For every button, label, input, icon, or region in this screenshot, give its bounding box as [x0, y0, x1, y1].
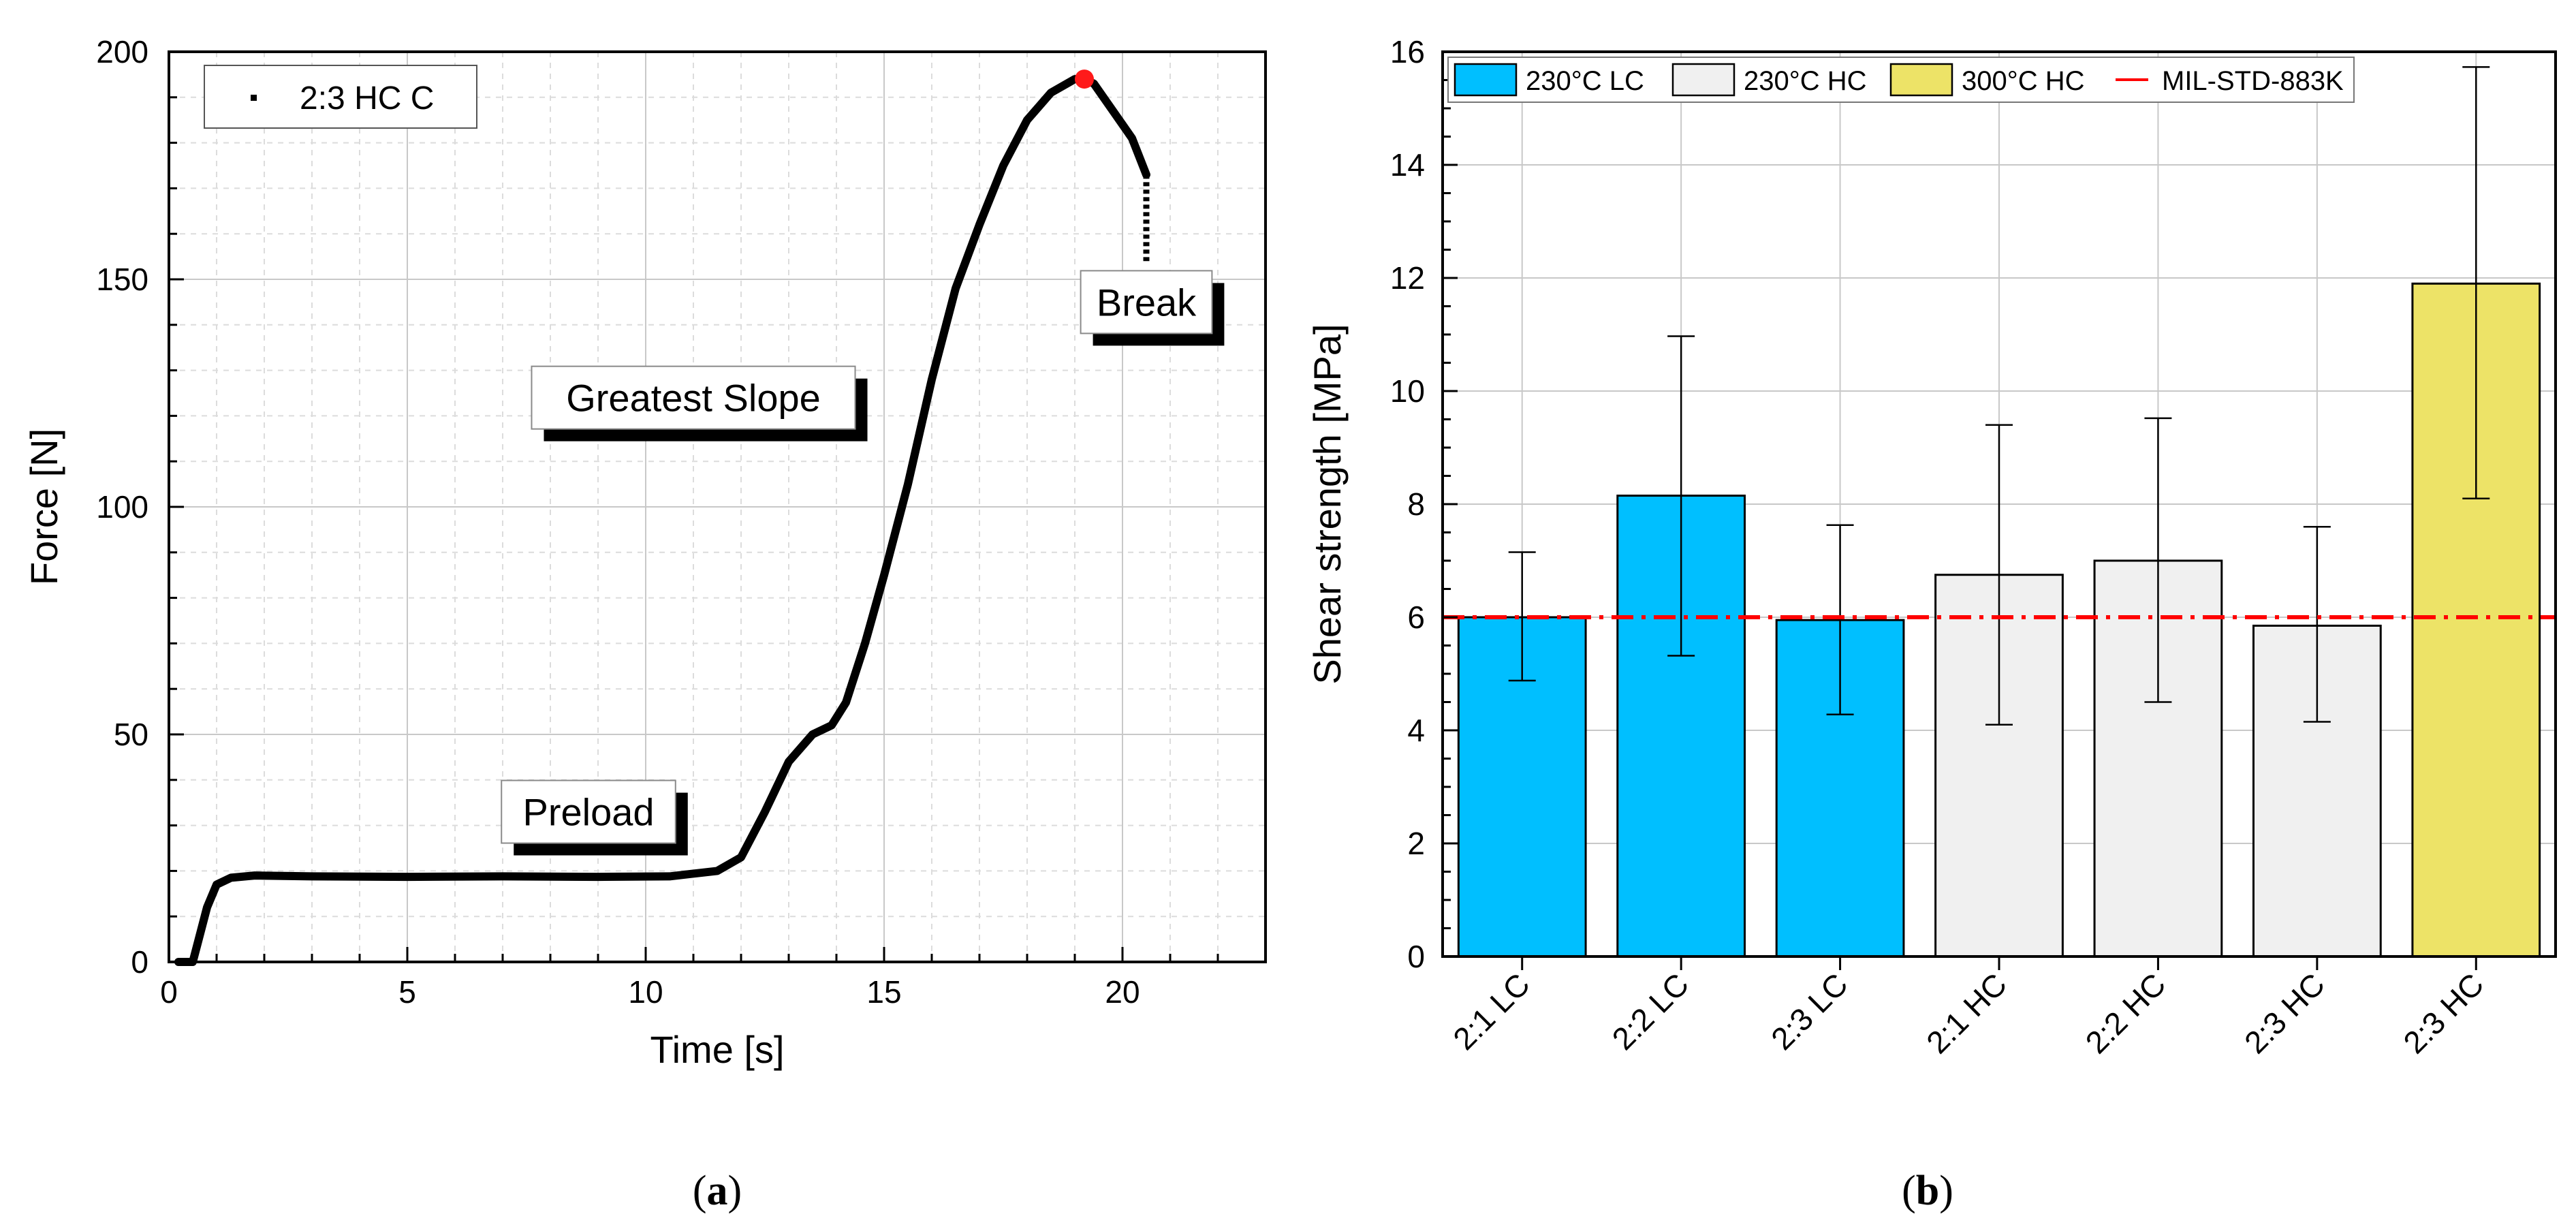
legend-label: 230°C HC	[1744, 66, 1867, 96]
y-tick-label: 150	[96, 262, 148, 297]
panel-caption-a: (a)	[693, 1168, 742, 1214]
y-tick-label: 200	[96, 34, 148, 69]
y-tick-label: 0	[131, 944, 148, 980]
y-tick-label: 0	[1407, 939, 1425, 974]
legend-label: 230°C LC	[1526, 66, 1644, 96]
y-tick-label: 100	[96, 489, 148, 525]
max-force-point	[1075, 69, 1094, 89]
annotation-box	[1080, 270, 1213, 335]
panel-caption-b: (b)	[1902, 1168, 1953, 1214]
annotation-label: Preload	[522, 791, 654, 834]
y-tick-label: 8	[1407, 486, 1425, 522]
x-tick-label: 5	[398, 974, 416, 1010]
annotation-box	[501, 779, 676, 844]
x-tick-label: 0	[160, 974, 178, 1010]
annotation-box	[531, 365, 856, 430]
series-line	[174, 75, 1150, 966]
y-tick-label: 4	[1407, 713, 1425, 748]
y-tick-label: 6	[1407, 600, 1425, 635]
legend-swatch	[1671, 63, 1735, 97]
x-tick-label: 2:1 LC	[1446, 966, 1537, 1057]
panel-b: 0 2 4 6 8 10 12 14 16 2:1 LC 2:2 LC 2:3 LC 2:1 HC 2:2…	[1306, 34, 2557, 1214]
x-tick-label: 2:3 LC	[1764, 966, 1855, 1057]
y-axis-label: Shear strength [MPa]	[1306, 324, 1349, 684]
y-tick-label: 16	[1390, 34, 1425, 69]
panel-caption-letter: b	[1916, 1168, 1939, 1214]
legend-label: MIL-STD-883K	[2162, 66, 2344, 96]
legend-box	[204, 65, 477, 129]
y-tick-label: 14	[1390, 147, 1425, 183]
y-axis-label: Force [N]	[22, 429, 65, 585]
x-tick-label: 2:2 HC	[2078, 966, 2172, 1060]
x-tick-label: 15	[866, 974, 901, 1010]
x-tick-label: 2:2 LC	[1605, 966, 1696, 1057]
x-axis-label: Time [s]	[650, 1028, 784, 1071]
y-tick-label: 12	[1390, 260, 1425, 296]
annotation-label: Greatest Slope	[566, 377, 821, 420]
legend-marker	[251, 95, 257, 101]
y-tick-label: 2	[1407, 826, 1425, 861]
x-tick-label: 20	[1105, 974, 1140, 1010]
legend-swatch	[1889, 63, 1953, 97]
panel-caption-letter: a	[707, 1168, 728, 1214]
legend-label: 300°C HC	[1962, 66, 2085, 96]
y-tick-label: 10	[1390, 373, 1425, 409]
x-tick-label: 10	[628, 974, 663, 1010]
x-tick-label: 2:1 HC	[1919, 966, 2013, 1060]
annotation-label: Break	[1097, 281, 1197, 324]
x-tick-label: 2:3 HC	[2237, 966, 2331, 1060]
legend-label: 2:3 HC C	[300, 80, 434, 116]
x-tick-label: 2:3 HC	[2396, 966, 2490, 1060]
legend-swatch	[1454, 63, 1518, 97]
y-tick-label: 50	[114, 717, 148, 752]
